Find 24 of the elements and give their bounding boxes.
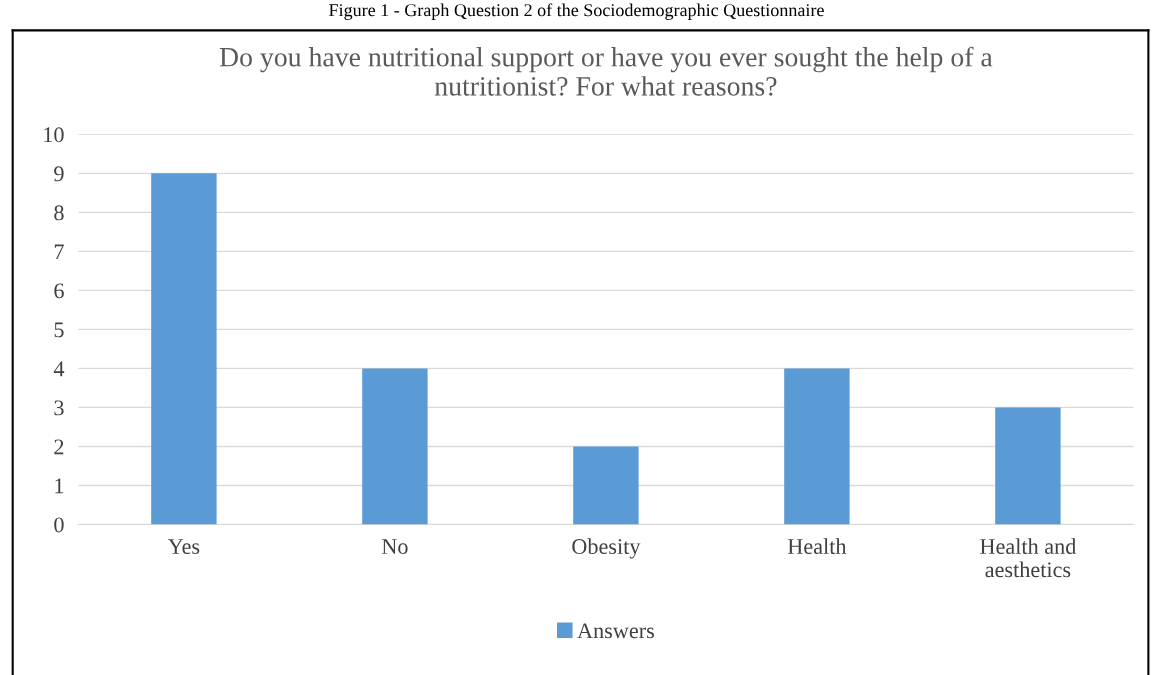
y-tick-label: 7 [54, 244, 64, 260]
y-tick-label: 3 [54, 400, 64, 416]
y-tick-label: 2 [54, 439, 64, 455]
y-tick-label: 8 [54, 205, 64, 221]
x-tick-label: Yes [167, 539, 200, 554]
x-tick-label: No [381, 539, 408, 554]
bar [573, 446, 639, 525]
y-tick-label: 10 [44, 127, 64, 143]
y-tick-label: 1 [55, 478, 64, 494]
legend-label: Answers [577, 623, 654, 639]
bar [151, 173, 217, 525]
x-tick-label: Health [787, 538, 847, 554]
y-tick-label: 6 [54, 283, 64, 299]
caption: Figure 1 - Graph Question 2 of the Sociodemographic Questionnaire [329, 3, 824, 20]
y-tick-label: 9 [54, 166, 64, 182]
chart-title: Do you have nutritional support or have you ever sought the help of a nutritionist? For what reasons? [219, 46, 993, 96]
x-tick-label: Obesity [572, 538, 641, 559]
bar [362, 368, 428, 525]
y-tick-label: 5 [54, 322, 64, 338]
y-tick-label: 4 [53, 361, 65, 377]
bar [995, 407, 1061, 525]
x-tick-label: Health and aesthetics [980, 538, 1077, 578]
bar [784, 368, 850, 525]
y-tick-label: 0 [54, 517, 64, 533]
